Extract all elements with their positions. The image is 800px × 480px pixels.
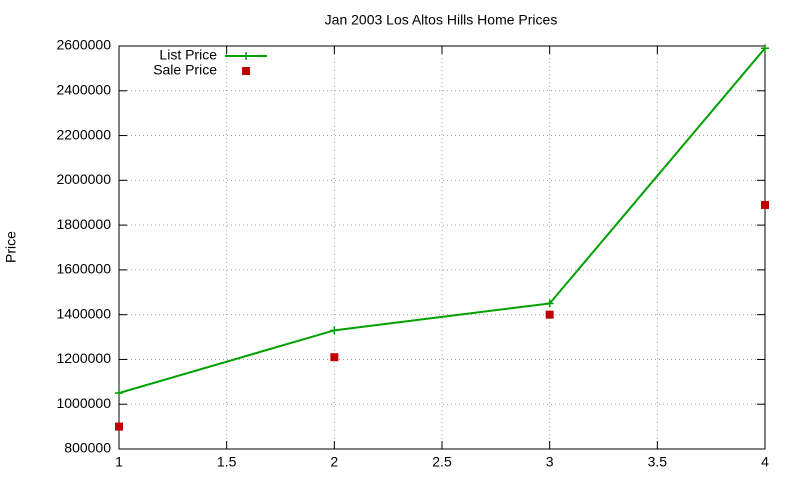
plot-border: [118, 45, 766, 450]
point-marker: [761, 200, 769, 209]
legend-marker: [242, 52, 250, 60]
point-marker: [330, 326, 339, 335]
chart-title: Jan 2003 Los Altos Hills Home Prices: [325, 12, 558, 28]
legend-marker: [242, 67, 250, 75]
y-tick-label: 2200000: [56, 126, 111, 142]
x-tick-label: 3.5: [648, 454, 668, 470]
x-tick-label: 1: [115, 454, 123, 470]
y-tick-label: 2600000: [56, 37, 111, 53]
y-tick-label: 1600000: [56, 261, 111, 277]
x-tick-label: 4: [761, 454, 769, 470]
y-tick-label: 800000: [64, 440, 111, 456]
point-marker: [115, 389, 123, 398]
y-tick-label: 1800000: [56, 216, 111, 232]
point-marker: [330, 353, 339, 362]
y-tick-label: 1200000: [56, 350, 111, 366]
y-axis-label: Price: [3, 231, 19, 263]
y-tick-label: 2400000: [56, 81, 111, 97]
y-tick-label: 2000000: [56, 171, 111, 187]
x-tick-label: 1.5: [217, 454, 237, 470]
point-marker: [545, 310, 554, 319]
point-marker: [761, 44, 769, 53]
point-marker: [545, 299, 554, 308]
point-marker: [115, 422, 123, 431]
x-tick-label: 2: [330, 454, 338, 470]
y-tick-label: 1000000: [56, 395, 111, 411]
x-tick-label: 2.5: [432, 454, 452, 470]
series-line: [118, 47, 766, 394]
y-tick-label: 1400000: [56, 305, 111, 321]
x-tick-label: 3: [546, 454, 554, 470]
legend-label: List Price: [159, 47, 217, 63]
legend-label: Sale Price: [153, 62, 217, 78]
